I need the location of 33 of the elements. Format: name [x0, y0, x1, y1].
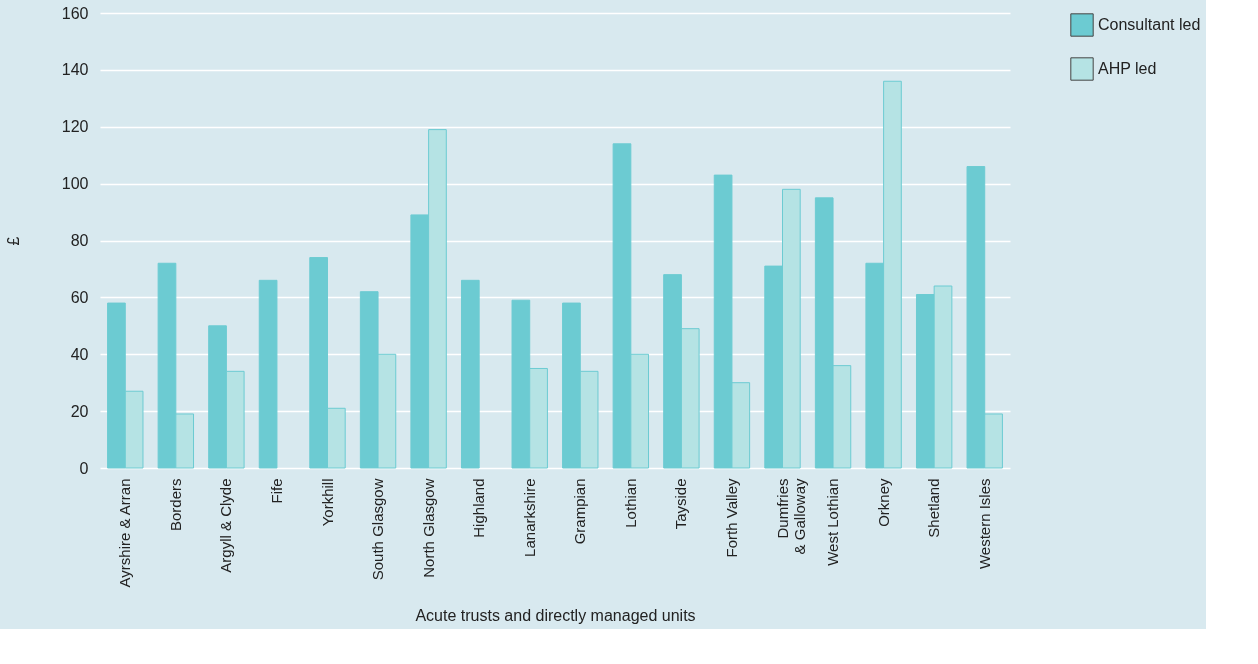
x-tick-label: North Glasgow [419, 478, 437, 578]
y-tick-label: 160 [61, 4, 89, 22]
x-tick-label: Dumfries & Galloway [773, 478, 808, 555]
y-axis-title: £ [4, 236, 22, 246]
y-tick-label: 100 [61, 175, 89, 193]
x-tick-label: Lanarkshire [520, 478, 538, 557]
x-tick-label: West Lothian [824, 478, 842, 566]
x-tick-label: Orkney [874, 478, 892, 527]
x-tick-label: Forth Valley [722, 478, 740, 558]
bar [258, 279, 278, 469]
x-tick-label: Tayside [672, 478, 690, 530]
y-tick-label: 40 [70, 345, 89, 363]
y-tick-label: 0 [79, 459, 89, 477]
x-tick-label: Shetland [925, 478, 943, 538]
y-tick-label: 80 [70, 232, 89, 249]
legend-label: Consultant led [1098, 16, 1201, 33]
x-tick-label: Grampian [571, 478, 589, 545]
bar [460, 279, 480, 469]
x-tick-label: Argyll & Clyde [217, 478, 235, 573]
x-tick-label: Lothian [621, 478, 639, 528]
y-tick-label: 140 [61, 61, 89, 79]
x-tick-label: South Glasgow [369, 478, 387, 581]
x-tick-label: Yorkhill [318, 478, 336, 527]
x-tick-label: Borders [166, 478, 184, 532]
y-tick-label: 120 [61, 118, 89, 136]
x-tick-label: Ayrshire & Arran [116, 478, 134, 588]
legend-label: AHP led [1098, 60, 1157, 77]
x-tick-label: Highland [470, 478, 488, 538]
x-tick-label: Western Isles [975, 478, 993, 570]
x-axis-title: Acute trusts and directly managed units [415, 607, 696, 625]
y-tick-label: 60 [70, 288, 89, 306]
y-tick-label: 20 [70, 402, 89, 420]
x-tick-label: Fife [267, 478, 285, 504]
